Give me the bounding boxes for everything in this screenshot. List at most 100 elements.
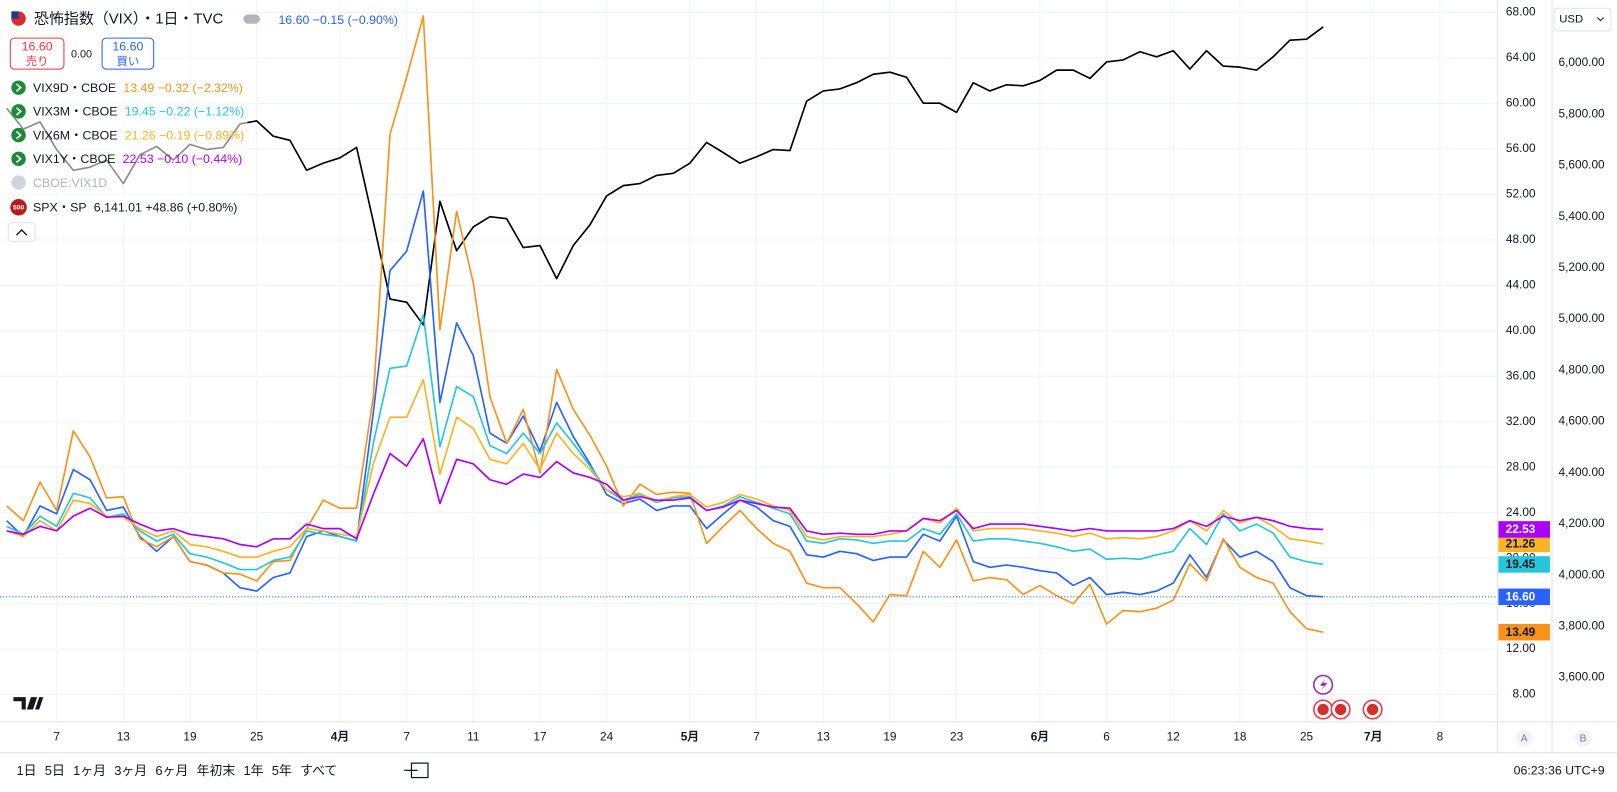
range-button[interactable]: すべて <box>300 763 337 778</box>
spread: 0.00 <box>71 49 92 61</box>
price-tag <box>1498 521 1550 538</box>
axis-button-label: B <box>1580 734 1587 745</box>
price-tag-label: 16.60 <box>1506 589 1536 603</box>
x-tick-label: 7 <box>753 729 760 743</box>
legend-icon-arrow <box>15 154 22 164</box>
y2-tick-label: 3,600.00 <box>1559 670 1606 684</box>
legend-name[interactable]: VIX6M・CBOE <box>33 128 117 142</box>
y-tick-label: 8.00 <box>1512 687 1535 701</box>
chevron <box>1597 17 1604 22</box>
x-tick-label: 7 <box>53 729 60 743</box>
buy-button[interactable] <box>101 37 155 70</box>
axis-button-label: A <box>1521 734 1528 745</box>
range-button[interactable]: 1ヶ月 <box>73 763 106 778</box>
clock: 06:23:36 UTC+9 <box>1514 764 1605 778</box>
y-tick-label: 12.00 <box>1506 641 1536 655</box>
legend-backdrop <box>0 0 248 221</box>
legend-value: 21.26 −0.19 (−0.89%) <box>125 128 245 142</box>
x-tick-label: 6 <box>1103 729 1110 743</box>
y-tick-label: 40.00 <box>1506 323 1536 337</box>
y2-tick-label: 6,000.00 <box>1559 55 1606 69</box>
y2-tick-label: 4,200.00 <box>1559 516 1606 530</box>
buy-price: 16.60 <box>112 40 143 54</box>
legend-icon <box>11 151 26 167</box>
y-tick-label: 56.00 <box>1506 141 1536 155</box>
series-line <box>6 378 1324 558</box>
legend-name[interactable]: VIX3M・CBOE <box>33 105 117 119</box>
range-button[interactable]: 5年 <box>272 763 292 778</box>
y2-tick-label: 3,800.00 <box>1559 618 1606 632</box>
y-tick-label: 32.00 <box>1506 414 1536 428</box>
price-tag <box>1498 588 1550 606</box>
y-tick-label: 48.00 <box>1506 232 1536 246</box>
y-tick-label: 60.00 <box>1506 96 1536 110</box>
y-tick-label: 68.00 <box>1506 5 1536 19</box>
chevron <box>16 229 28 236</box>
x-tick-label: 23 <box>950 729 964 743</box>
series-line <box>6 437 1324 548</box>
series-line <box>6 15 1324 633</box>
flag-dot <box>1334 703 1347 716</box>
x-tick-label: 13 <box>817 729 831 743</box>
x-tick-label: 13 <box>117 729 131 743</box>
legend-icon <box>11 175 26 190</box>
event-icons <box>1313 674 1383 720</box>
x-tick-label: 7月 <box>1364 729 1382 743</box>
legend-name[interactable]: VIX1Y・CBOE <box>33 152 115 166</box>
sell-button[interactable] <box>9 37 65 70</box>
y-tick-label: 52.00 <box>1506 187 1536 201</box>
x-tick-label: 24 <box>600 729 614 743</box>
legend-icon-label: 500 <box>13 205 24 212</box>
y-tick-label: 44.00 <box>1506 277 1536 291</box>
legend-value: 22.53 −0.10 (−0.44%) <box>123 152 243 166</box>
x-tick-label: 4月 <box>331 729 349 743</box>
range-button[interactable]: 3ヶ月 <box>114 763 147 778</box>
collapse-button[interactable] <box>7 222 36 242</box>
y2-tick-label: 5,800.00 <box>1559 106 1606 120</box>
range-button[interactable]: 年初末 <box>197 763 236 778</box>
legend: CBOE:VIX1D VIX9D・CBOE 13.49 −0.32 (−2.32%… <box>7 80 245 242</box>
x-tick-label: 7 <box>403 729 410 743</box>
range-button[interactable]: 6ヶ月 <box>155 763 188 778</box>
x-tick-label: 19 <box>883 729 897 743</box>
y2-tick-label: 5,600.00 <box>1559 158 1606 172</box>
currency-button[interactable] <box>1553 7 1612 32</box>
y2-tick-label: 5,200.00 <box>1559 260 1606 274</box>
price-tag-label: 22.53 <box>1506 522 1536 536</box>
y2-tick-label: 4,000.00 <box>1559 567 1606 581</box>
range-button[interactable]: 5日 <box>45 763 65 778</box>
symbol-title[interactable]: 恐怖指数（VIX）・1日・TVC <box>34 11 223 28</box>
y2-tick-label: 4,800.00 <box>1559 362 1606 376</box>
flag-icon <box>11 11 19 19</box>
range-button[interactable]: 1日 <box>17 763 37 778</box>
x-tick-label: 19 <box>183 729 197 743</box>
toolbar: 06:23:36 UTC+9 1日 5日 1ヶ月 3ヶ月 6ヶ月 年初末 1年 5年 すべて <box>17 762 1605 779</box>
legend-name[interactable]: VIX9D・CBOE <box>33 81 116 95</box>
price-tag-label: 21.26 <box>1506 536 1536 550</box>
axis-button[interactable] <box>1574 730 1592 747</box>
legend-name[interactable]: CBOE:VIX1D <box>33 176 107 190</box>
y-tick-label: 28.00 <box>1506 459 1536 473</box>
axis-button[interactable] <box>1515 730 1533 747</box>
legend-icon-arrow <box>15 107 22 116</box>
y2-tick-label: 5,400.00 <box>1559 209 1606 223</box>
range-button[interactable]: 1年 <box>244 763 264 778</box>
series-line <box>6 190 1324 598</box>
legend-name[interactable]: SPX・SP <box>33 201 87 215</box>
x-tick-label: 11 <box>467 729 480 743</box>
y-tick-label: 64.00 <box>1506 50 1536 64</box>
legend-icon-arrow <box>15 83 22 92</box>
price-tag-label: 13.49 <box>1506 625 1536 639</box>
x-tick-label: 25 <box>1300 729 1314 743</box>
price-tag <box>1498 623 1550 641</box>
y2-tick-label: 5,000.00 <box>1559 311 1606 325</box>
x-tick-label: 12 <box>1167 729 1180 743</box>
flag-dot <box>1317 703 1329 716</box>
buy-label: 買い <box>117 55 140 68</box>
legend-icon <box>11 127 26 143</box>
symbol-quote: 16.60 −0.15 (−0.90%) <box>278 13 398 27</box>
toggle[interactable] <box>243 14 260 24</box>
logo <box>13 697 44 710</box>
